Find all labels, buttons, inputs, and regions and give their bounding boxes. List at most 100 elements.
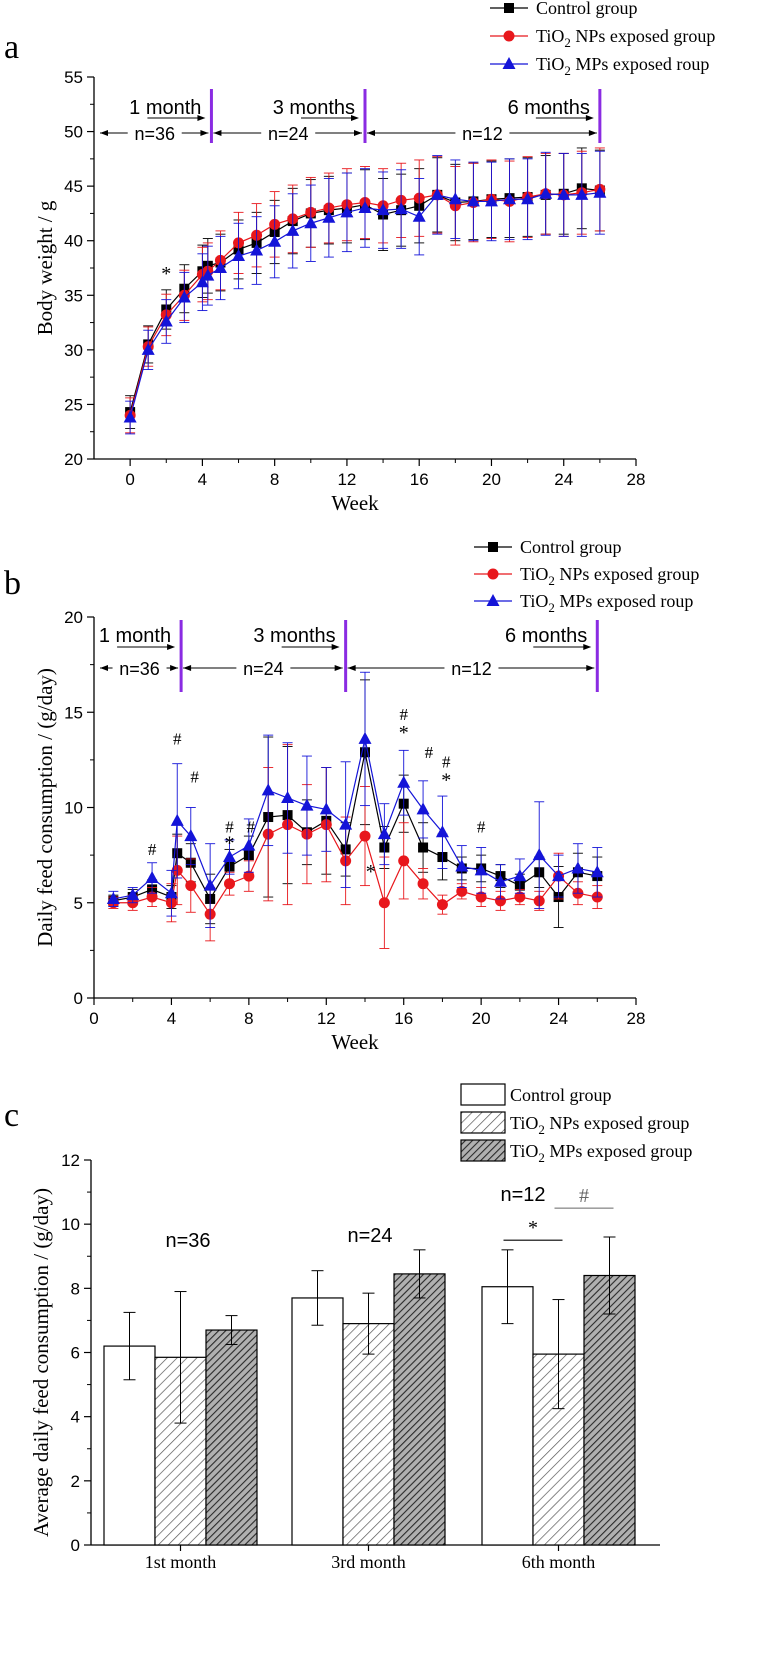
legend-label-subscript: 2 [564,35,571,50]
legend-swatch [460,1083,506,1106]
x-axis-title: Week [331,491,379,515]
data-point [494,874,507,887]
series-triangle [123,150,607,435]
data-point [539,186,553,199]
significance-mark: * [225,832,235,854]
period-label-arrowhead [197,115,206,121]
legend-label-rest: NPs exposed group [571,26,716,46]
legend-label: TiO2 MPs exposed roup [520,591,693,615]
y-tick-label: 6 [71,1344,80,1363]
bar [205,1329,258,1546]
data-point [575,187,589,200]
period-label: 6 months [505,625,587,647]
data-point [159,314,173,327]
data-point [484,194,498,207]
data-point [304,216,318,229]
x-tick-label: 28 [627,1009,646,1028]
bar [583,1274,636,1546]
legend-marker [488,542,498,552]
x-tick-label: 0 [125,470,134,489]
x-tick-label: 20 [482,470,501,489]
x-tick-label: 4 [198,470,207,489]
data-point [224,878,235,890]
data-point [466,194,480,207]
y-tick-label: 10 [64,799,83,818]
data-point [213,261,227,273]
y-axis-title: Daily feed consumption / (g/day) [33,668,57,947]
significance-mark: # [399,705,408,724]
significance-mark: # [477,817,486,836]
y-tick-label: 8 [71,1279,80,1298]
legend-label-main: TiO [520,591,548,611]
significance-mark: # [190,768,199,787]
data-point [223,850,236,863]
legend-label-main: TiO [536,54,564,74]
data-point [319,802,333,815]
data-point [436,899,448,911]
legend-marker [486,594,500,606]
data-point [448,192,462,205]
x-tick-label: 8 [244,1009,253,1028]
data-point [513,869,527,882]
x-tick-label: 12 [337,470,356,489]
panel-a-body-weight: a 0 4 8 12 16 20 24 28 20 25 30 35 40 45 50 55 Week Body w… [4,0,715,515]
y-tick-label: 55 [64,68,83,87]
x-tick-label: 28 [627,470,646,489]
data-point [123,410,137,423]
n-span-arrowhead [170,665,179,671]
legend-label: TiO2 MPs exposed roup [536,54,709,78]
data-point [416,802,430,815]
data-point [412,209,426,222]
data-point [170,813,184,826]
significance-mark: * [366,861,376,883]
legend-label-rest: MPs exposed group [545,1141,693,1161]
n-label: n=12 [462,124,503,144]
significance-mark: # [442,752,451,771]
n-span-arrowhead [100,130,108,136]
data-point [475,891,487,903]
n-span-arrowhead [213,130,222,136]
data-point [359,830,371,842]
data-point [418,842,429,853]
y-tick-label: 50 [64,123,83,142]
y-axis-title: Average daily feed consumption / (g/day) [29,1188,53,1537]
x-tick-label: 8 [270,470,279,489]
panel-b-daily-feed: b 0 4 8 12 16 20 24 28 0 5 10 15 20 Week Daily feed con… [4,537,699,1054]
period-label: 6 months [508,97,590,119]
x-tick-label: 24 [549,1009,568,1028]
legend-label-rest: MPs exposed roup [571,54,710,74]
n-span-arrowhead [367,130,375,136]
data-point [557,187,571,200]
data-point [232,248,246,261]
panel-label: c [4,1097,19,1134]
data-point [377,827,391,840]
legend-marker [503,30,515,42]
n-label: n=24 [347,1225,392,1247]
n-span-arrowhead [183,665,192,671]
n-label: n=36 [134,124,175,144]
legend-label-main: TiO [510,1141,538,1161]
data-point [532,848,546,861]
n-label: n=12 [451,659,492,679]
y-tick-label: 5 [74,894,83,913]
significance-mark: # [225,817,234,836]
x-tick-label: 6th month [522,1552,596,1572]
data-point [590,865,604,878]
legend-label: Control group [520,537,622,557]
data-point [376,203,390,216]
x-tick-label: 20 [472,1009,491,1028]
data-point [268,234,282,247]
data-point [195,275,209,288]
legend-swatch [460,1139,506,1162]
bar [291,1297,344,1546]
data-point [394,202,408,215]
data-point [503,192,517,205]
y-tick-label: 4 [71,1408,80,1427]
data-point [146,891,158,903]
legend-label-main: TiO [520,564,548,584]
x-tick-label: 16 [410,470,429,489]
n-label: n=36 [119,659,160,679]
y-tick-label: 10 [61,1215,80,1234]
legend-label-rest: MPs exposed roup [555,591,694,611]
